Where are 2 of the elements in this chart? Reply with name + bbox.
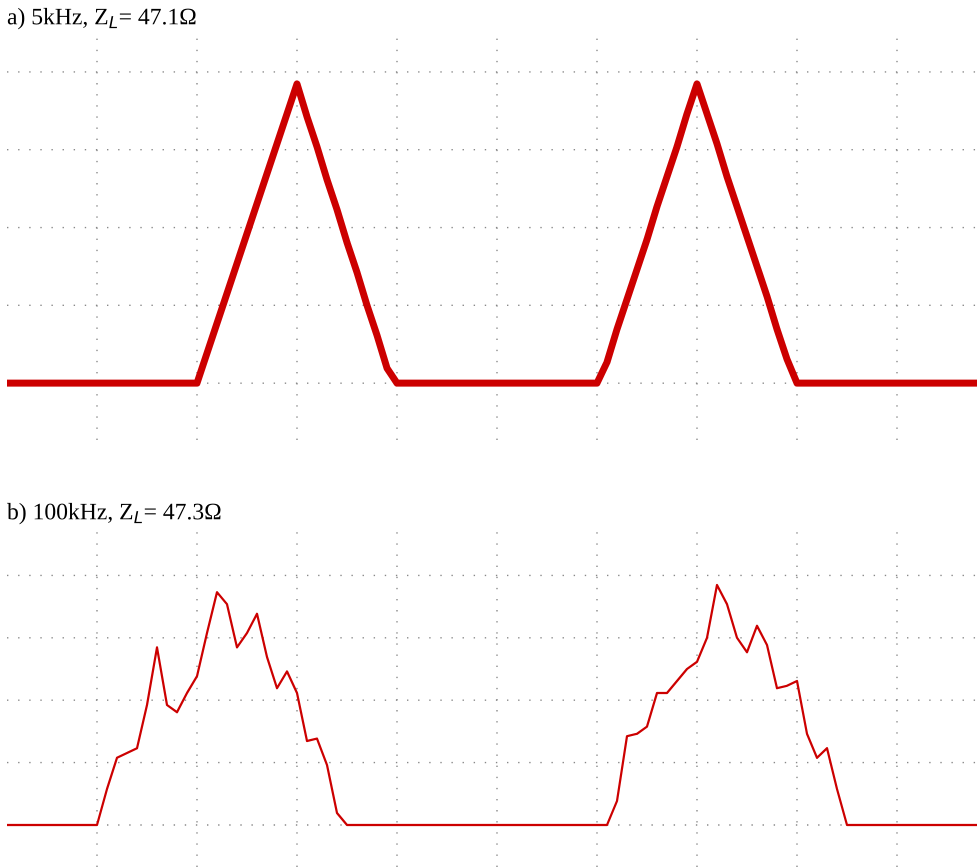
chart-title: a) 5kHz, Z$_{L}$= 47.1Ω xyxy=(8,8,196,30)
chart-title: b) 100kHz, Z$_{L}$= 47.3Ω xyxy=(7,502,220,524)
